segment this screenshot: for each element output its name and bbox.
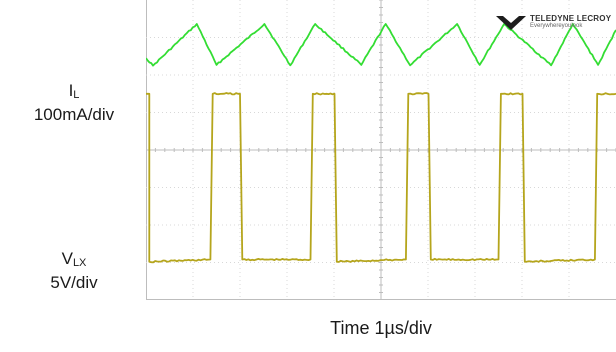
il-channel-label: IL 100mA/div — [0, 80, 148, 126]
teledyne-lecroy-logo: TELEDYNE LECROY Everywhereyoulook — [496, 12, 616, 38]
logo-tagline: Everywhereyoulook — [530, 23, 583, 29]
il-trace-line — [146, 23, 616, 67]
il-label-main: I — [68, 81, 74, 100]
il-label-subscript: L — [73, 89, 80, 101]
vlx-label-subscript: LX — [72, 257, 87, 269]
vlx-channel-label: VLX 5V/div — [0, 248, 148, 294]
vlx-scale-label: 5V/div — [50, 273, 98, 292]
logo-brand-text: TELEDYNE LECROY — [530, 14, 612, 23]
il-scale-label: 100mA/div — [33, 105, 115, 124]
x-axis-label: Time 1µs/div — [330, 318, 432, 338]
oscilloscope-plot — [146, 0, 616, 300]
teledyne-logo-icon — [496, 16, 526, 30]
vlx-label-main: V — [61, 249, 73, 268]
vlx-trace-line — [146, 92, 616, 264]
